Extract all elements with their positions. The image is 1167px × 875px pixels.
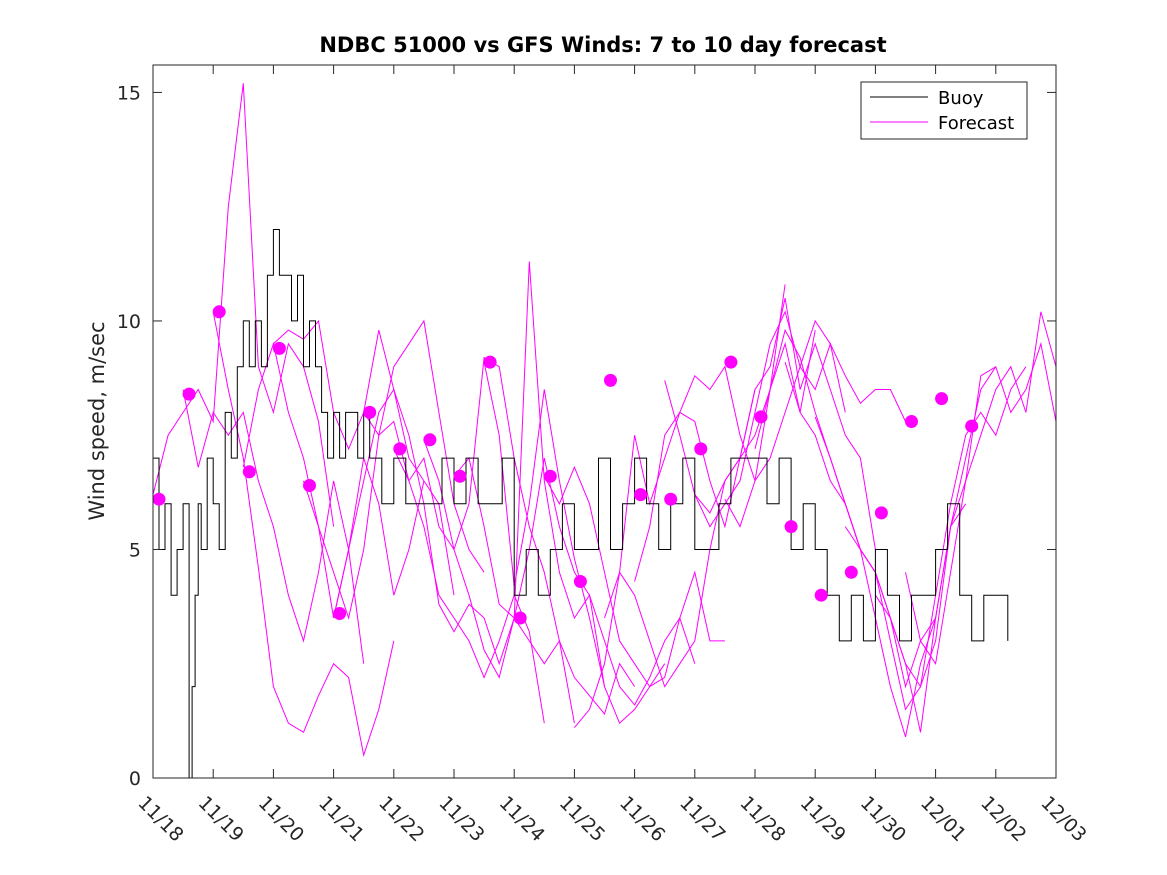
forecast-run-9: [393, 356, 575, 724]
forecast-marker: [965, 419, 979, 433]
forecast-marker: [935, 392, 949, 406]
forecast-marker: [754, 410, 768, 424]
forecast-marker: [905, 415, 918, 428]
y-tick-label: 10: [117, 311, 141, 333]
forecast-marker: [272, 341, 286, 355]
y-axis-label: Wind speed, m/sec: [85, 321, 109, 520]
forecast-marker: [453, 469, 467, 483]
forecast-run-3: [212, 311, 395, 758]
y-tick-label: 0: [129, 768, 141, 790]
plot-frame: [152, 64, 1057, 779]
forecast-marker: [724, 355, 738, 369]
forecast-run-13: [513, 457, 696, 706]
forecast-run-17: [634, 330, 816, 582]
forecast-marker: [242, 465, 256, 479]
forecast-run-2: [182, 389, 365, 664]
forecast-marker: [393, 442, 407, 456]
forecast-marker: [212, 305, 226, 319]
forecast-marker: [814, 588, 828, 602]
forecast-marker: [363, 405, 377, 419]
y-tick-label: 5: [129, 539, 141, 561]
forecast-run-19: [694, 297, 876, 550]
forecast-marker: [694, 442, 708, 456]
forecast-marker: [333, 607, 347, 620]
forecast-marker: [573, 575, 587, 588]
forecast-marker: [874, 506, 888, 520]
y-axis: 0 5 10 15: [117, 82, 1056, 790]
forecast-run-15: [574, 389, 756, 729]
forecast-run-26: [905, 341, 1057, 666]
forecast-marker: [664, 492, 678, 506]
forecast-marker: [423, 433, 437, 447]
forecast-marker: [513, 611, 527, 625]
forecast-run-16: [604, 284, 786, 688]
plot-area: [153, 65, 1056, 778]
chart-title: NDBC 51000 vs GFS Winds: 7 to 10 day for…: [319, 33, 886, 57]
forecast-run-14: [543, 465, 725, 688]
forecast-marker: [604, 373, 617, 387]
buoy-series: [153, 229, 1009, 779]
forecast-marker: [543, 469, 557, 483]
legend-buoy-label: Buoy: [938, 88, 984, 109]
forecast-marker: [303, 479, 316, 492]
legend-box: [860, 81, 1028, 140]
forecast-run-11: [453, 456, 636, 716]
forecast-marker: [784, 520, 798, 534]
forecast-markers: [152, 305, 979, 625]
legend-forecast-label: Forecast: [938, 113, 1014, 134]
forecast-run-23: [814, 366, 997, 689]
legend: Buoy Forecast: [860, 81, 1028, 140]
y-tick-label: 15: [117, 82, 141, 104]
buoy-line: [153, 229, 1009, 779]
forecast-marker: [483, 355, 497, 369]
forecast-marker: [634, 488, 648, 502]
forecast-marker: [182, 387, 196, 401]
forecast-marker: [844, 565, 858, 579]
forecast-run-20: [724, 319, 906, 528]
forecast-marker: [152, 492, 166, 506]
